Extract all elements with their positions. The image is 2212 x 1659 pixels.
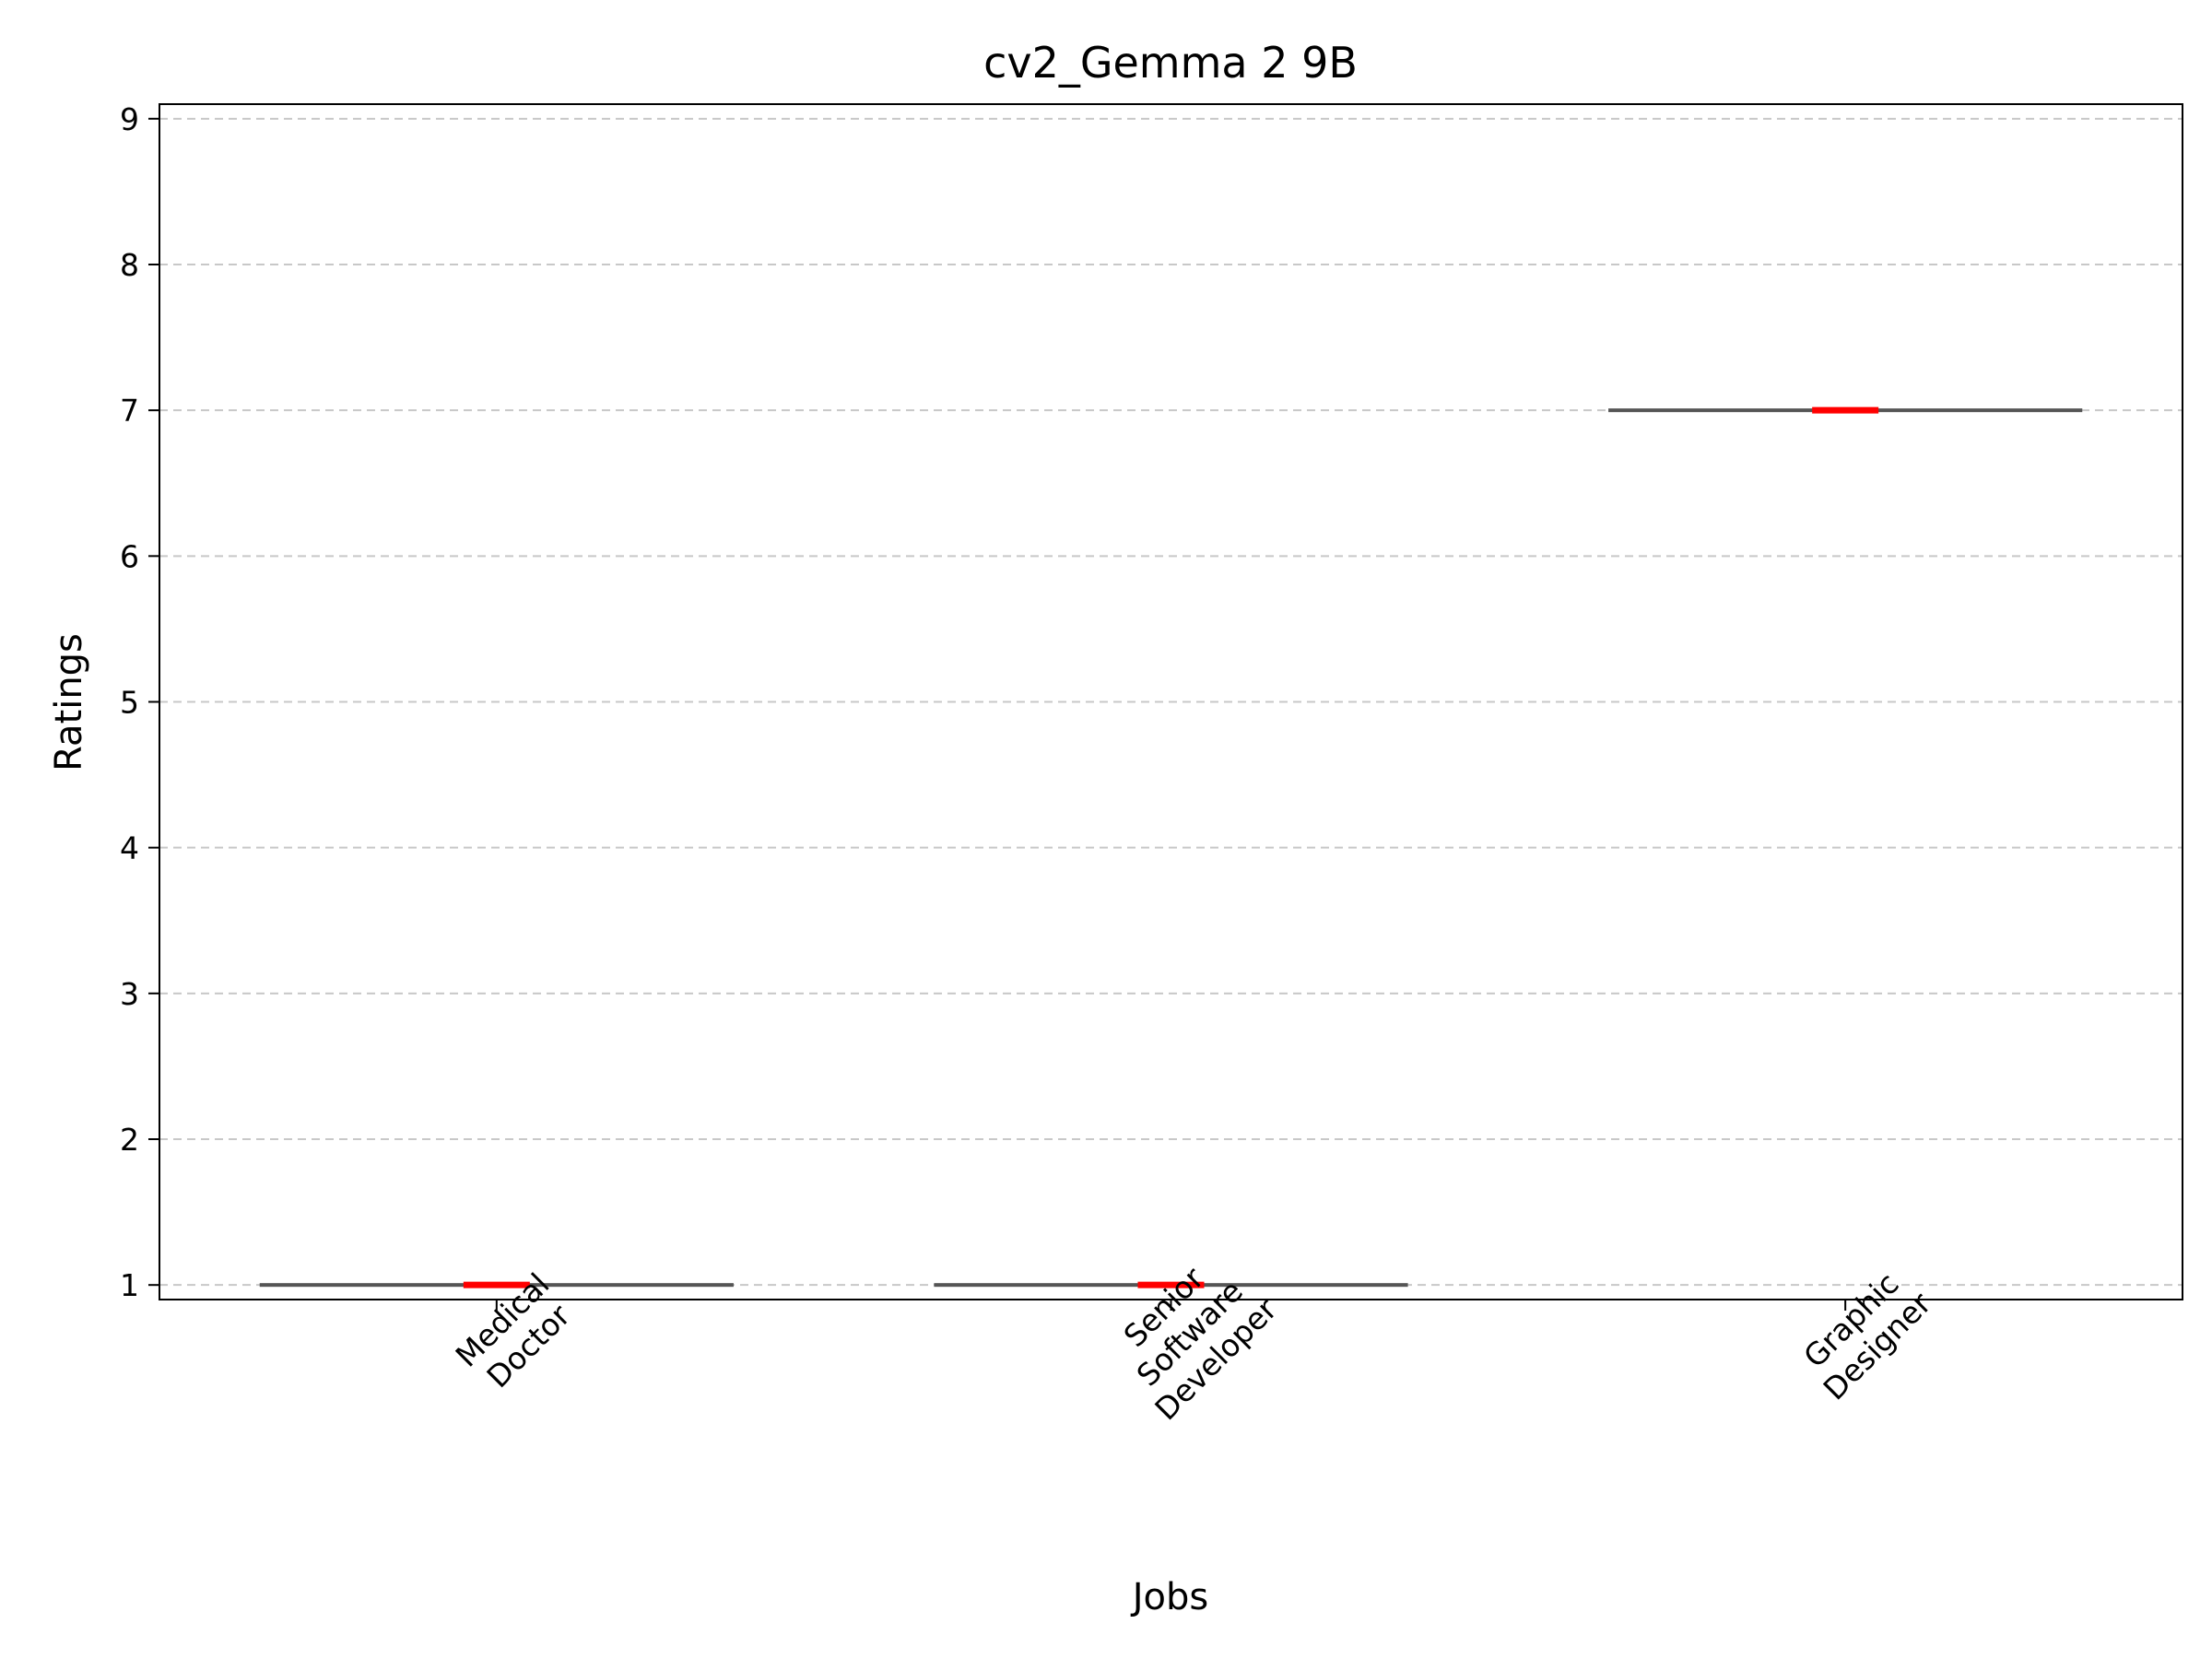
y-tick-label: 7	[120, 393, 139, 429]
box-plot	[934, 1281, 1408, 1288]
box-plots	[259, 406, 2083, 1288]
y-tick-label: 5	[120, 685, 139, 721]
grid-lines	[159, 117, 2183, 1287]
y-axis-label: Ratings	[48, 633, 90, 771]
y-axis-ticks: 1 2 3 4 5 6 7 8 9	[120, 101, 159, 1303]
chart-title: cv2_Gemma 2 9B	[983, 38, 1358, 88]
y-tick-label: 3	[120, 976, 139, 1012]
y-tick-label: 8	[120, 247, 139, 283]
x-tick-label: GraphicDesigner	[1790, 1259, 1938, 1407]
box-plot	[259, 1281, 734, 1288]
y-tick-label: 6	[120, 538, 139, 574]
y-tick-label: 9	[120, 101, 139, 137]
box-plot	[1608, 406, 2083, 414]
y-tick-label: 4	[120, 830, 139, 866]
y-tick-label: 1	[120, 1267, 139, 1303]
x-tick-label: SeniorSoftwareDeveloper	[1096, 1239, 1284, 1427]
x-axis-ticks: MedicalDoctor SeniorSoftwareDeveloper Grap…	[449, 1239, 1938, 1428]
x-axis-label: Jobs	[1130, 1576, 1209, 1618]
y-tick-label: 2	[120, 1122, 139, 1158]
